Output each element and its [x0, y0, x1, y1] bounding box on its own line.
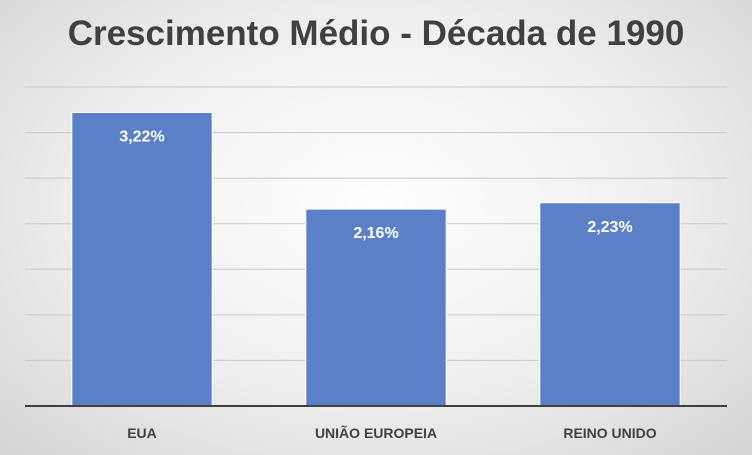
data-label: 3,22% — [119, 129, 164, 146]
bar — [305, 208, 447, 407]
x-tick-label: REINO UNIDO — [563, 425, 656, 441]
bar — [539, 202, 681, 407]
chart-title: Crescimento Médio - Década de 1990 — [67, 14, 685, 53]
data-label: 2,16% — [353, 225, 398, 242]
x-tick-label: UNIÃO EUROPEIA — [315, 424, 437, 441]
data-label: 2,23% — [587, 219, 632, 236]
x-tick-label: EUA — [127, 425, 157, 441]
bar — [71, 112, 213, 407]
